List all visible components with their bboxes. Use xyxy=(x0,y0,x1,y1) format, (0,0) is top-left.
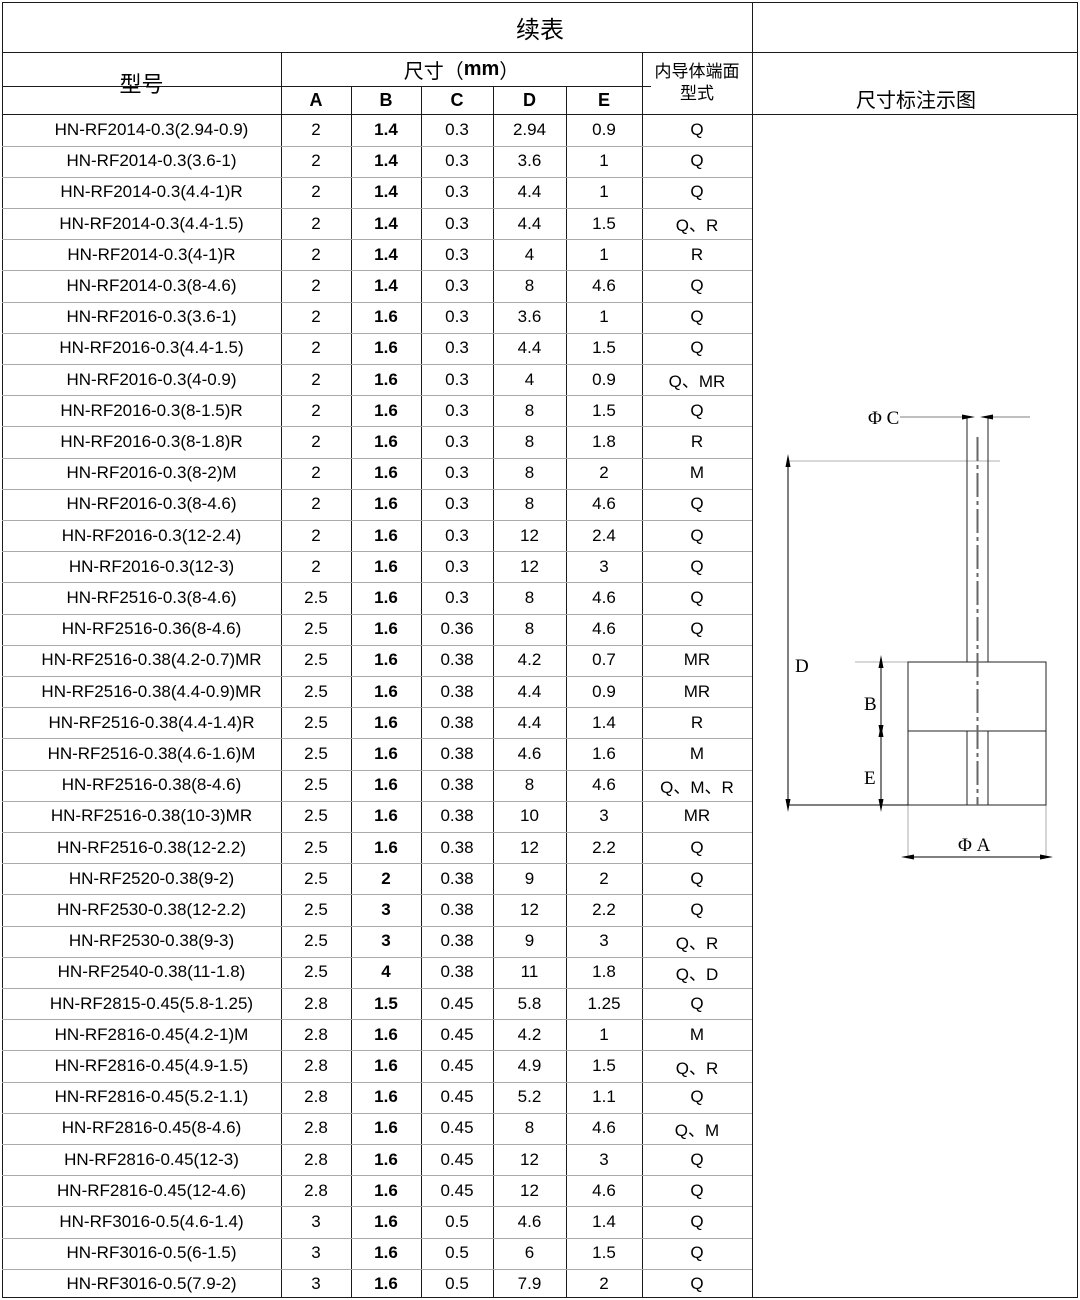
svg-text:D: D xyxy=(795,656,809,677)
svg-text:Φ C: Φ C xyxy=(868,408,899,429)
svg-text:E: E xyxy=(864,768,876,789)
svg-text:Φ A: Φ A xyxy=(958,835,991,856)
svg-text:B: B xyxy=(864,694,877,715)
